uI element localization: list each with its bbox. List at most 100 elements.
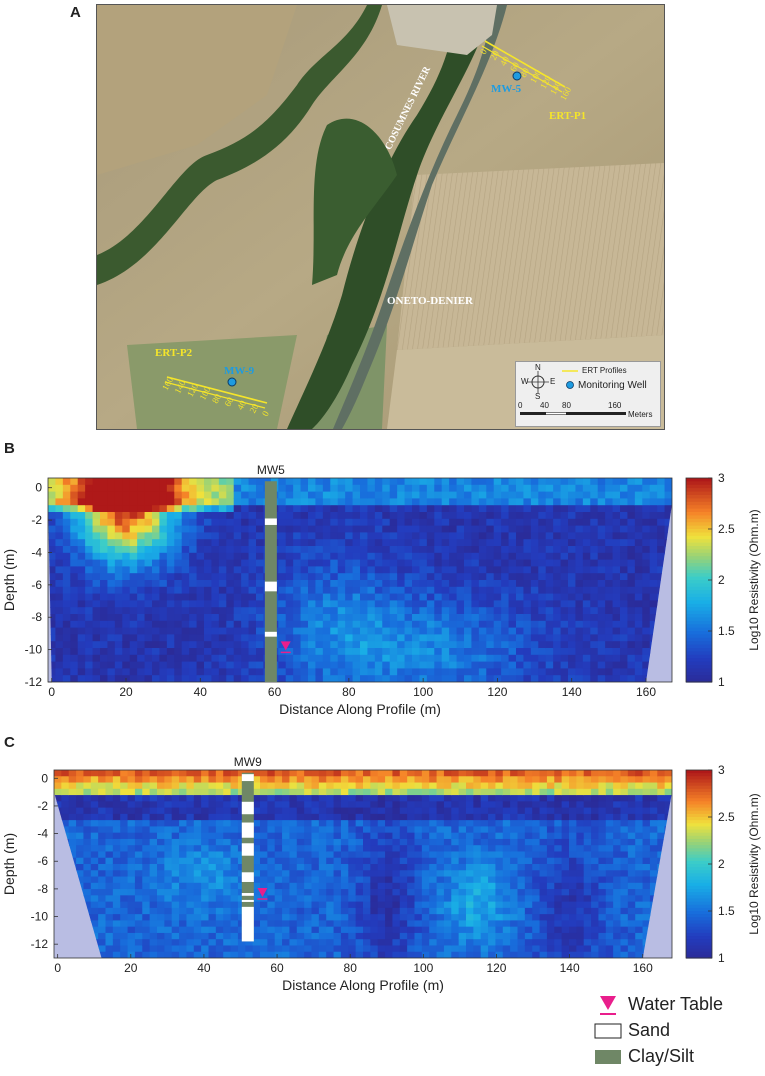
heatmap-cell: [311, 882, 320, 890]
heatmap-cell: [385, 932, 394, 940]
heatmap-cell: [352, 525, 361, 533]
heatmap-cell: [330, 607, 339, 615]
heatmap-cell: [561, 788, 570, 796]
heatmap-cell: [241, 634, 250, 642]
heatmap-cell: [590, 654, 599, 663]
heatmap-cell: [553, 614, 562, 622]
heatmap-cell: [296, 907, 305, 915]
heatmap-cell: [419, 505, 428, 513]
heatmap-cell: [590, 627, 599, 635]
heatmap-cell: [363, 826, 371, 834]
heatmap-cell: [248, 478, 257, 486]
heatmap-cell: [419, 552, 428, 561]
heatmap-cell: [488, 851, 497, 859]
heatmap-cell: [553, 566, 562, 574]
heatmap-cell: [282, 770, 291, 777]
heatmap-cell: [77, 593, 86, 601]
heatmap-cell: [54, 770, 62, 777]
heatmap-cell: [508, 559, 517, 567]
heatmap-cell: [186, 920, 195, 928]
heatmap-cell: [554, 770, 563, 777]
heatmap-cell: [554, 889, 563, 896]
heatmap-cell: [77, 668, 86, 676]
heatmap-cell: [48, 532, 57, 540]
heatmap-cell: [285, 566, 294, 574]
heatmap-cell: [598, 870, 607, 878]
heatmap-cell: [568, 505, 577, 513]
heatmap-cell: [449, 512, 458, 520]
heatmap-cell: [100, 654, 109, 663]
heatmap-cell: [399, 838, 408, 846]
heatmap-cell: [389, 620, 398, 629]
heatmap-cell: [456, 491, 465, 499]
heatmap-cell: [553, 641, 562, 649]
heatmap-cell: [538, 586, 547, 595]
heatmap-cell: [134, 845, 143, 853]
heatmap-cell: [322, 498, 331, 506]
heatmap-cell: [226, 512, 235, 520]
heatmap-cell: [166, 552, 175, 561]
heatmap-cell: [590, 505, 599, 513]
colorbar-segment: [686, 508, 712, 513]
heatmap-cell: [590, 566, 599, 574]
heatmap-cell: [591, 776, 600, 784]
heatmap-cell: [374, 661, 383, 669]
heatmap-cell: [285, 546, 294, 554]
well-column: [264, 481, 277, 682]
heatmap-cell: [127, 770, 136, 777]
heatmap-cell: [419, 586, 428, 595]
heatmap-cell: [360, 518, 369, 527]
heatmap-cell: [561, 857, 570, 865]
heatmap-cell: [100, 539, 109, 547]
heatmap-cell: [575, 552, 584, 561]
heatmap-cell: [545, 634, 554, 642]
heatmap-cell: [627, 525, 636, 533]
heatmap-cell: [502, 926, 511, 934]
heatmap-cell: [48, 607, 57, 615]
heatmap-cell: [377, 870, 386, 878]
heatmap-cell: [174, 546, 183, 554]
heatmap-cell: [530, 614, 539, 622]
heatmap-cell: [100, 627, 109, 635]
heatmap-cell: [612, 641, 621, 649]
heatmap-cell: [61, 795, 70, 802]
heatmap-cell: [458, 807, 467, 815]
heatmap-cell: [443, 914, 452, 921]
heatmap-cell: [107, 498, 116, 506]
heatmap-cell: [591, 907, 600, 915]
heatmap-cell: [333, 882, 342, 890]
heatmap-cell: [120, 801, 129, 809]
heatmap-cell: [449, 498, 458, 506]
heatmap-cell: [322, 552, 331, 561]
heatmap-cell: [204, 491, 213, 499]
heatmap-cell: [493, 573, 502, 581]
heatmap-cell: [441, 620, 450, 629]
heatmap-cell: [70, 559, 79, 567]
heatmap-cell: [142, 801, 151, 809]
heatmap-cell: [92, 518, 101, 527]
heatmap-cell: [134, 807, 143, 815]
heatmap-cell: [293, 573, 302, 581]
heatmap-cell: [568, 484, 577, 493]
heatmap-cell: [98, 813, 107, 821]
heatmap-cell: [657, 484, 666, 493]
heatmap-cell: [583, 939, 592, 947]
heatmap-cell: [545, 607, 554, 615]
heatmap-cell: [582, 512, 591, 520]
heatmap-cell: [471, 654, 480, 663]
heatmap-cell: [501, 573, 510, 581]
heatmap-cell: [464, 539, 473, 547]
heatmap-cell: [568, 532, 577, 540]
heatmap-cell: [377, 770, 386, 777]
heatmap-cell: [144, 478, 153, 486]
heatmap-cell: [186, 826, 195, 834]
heatmap-cell: [642, 512, 651, 520]
heatmap-cell: [208, 907, 217, 915]
heatmap-cell: [304, 813, 313, 821]
heatmap-cell: [397, 661, 406, 669]
heatmap-cell: [204, 573, 213, 581]
heatmap-cell: [421, 782, 430, 790]
heatmap-cell: [414, 788, 423, 796]
heatmap-cell: [486, 498, 495, 506]
heatmap-cell: [429, 770, 438, 777]
